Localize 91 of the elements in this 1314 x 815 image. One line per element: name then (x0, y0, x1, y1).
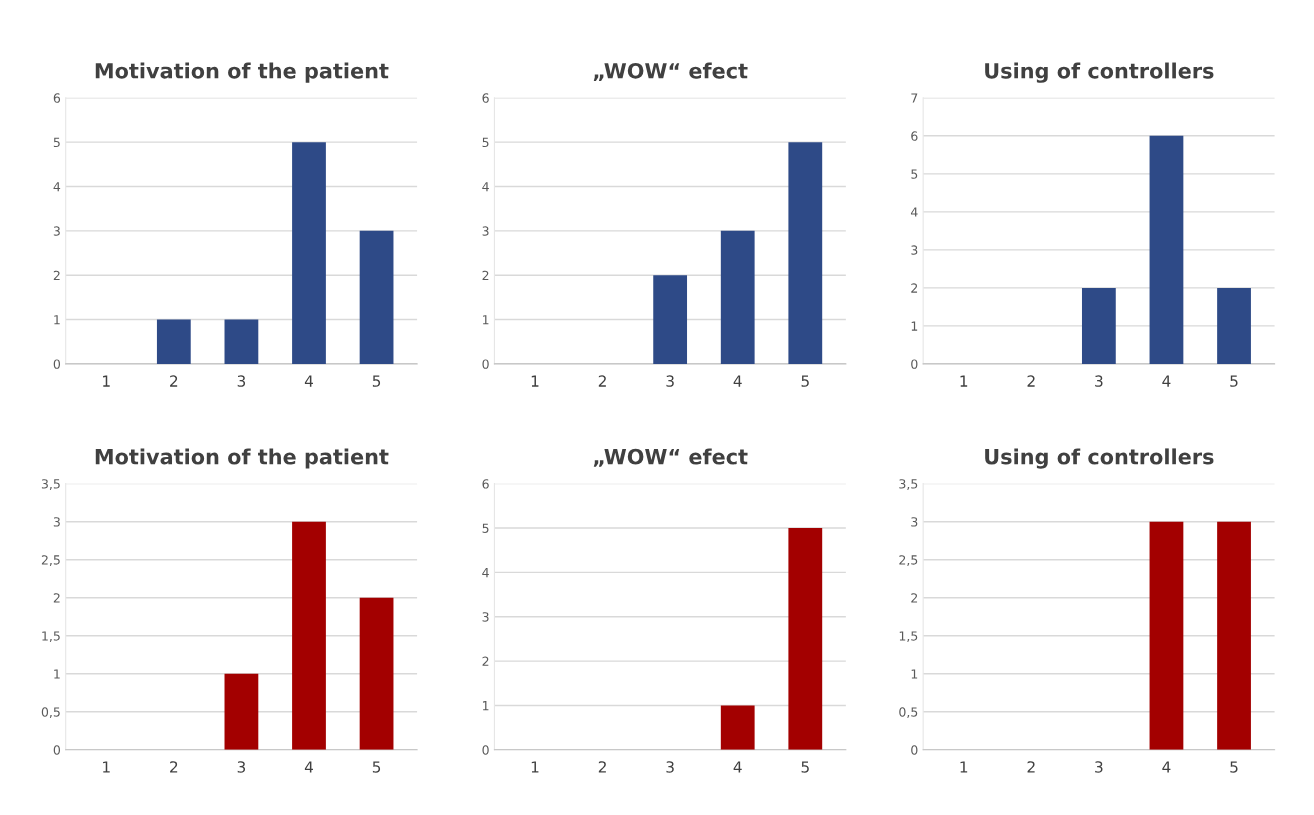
y-tick-label: 5 (482, 523, 489, 533)
y-tick-label: 2,5 (899, 555, 918, 566)
x-tick-label: 3 (666, 761, 674, 773)
bar (359, 597, 394, 750)
x-tick-label: 1 (960, 375, 968, 387)
y-tick-label: 2 (482, 656, 489, 666)
bar (224, 319, 259, 364)
chart-title: „WOW“ efect (593, 448, 748, 467)
y-tick-label: 0 (482, 745, 489, 755)
y-tick-label: 3 (53, 226, 60, 236)
x-tick-label: 4 (733, 375, 742, 387)
y-tick-label: 2 (911, 593, 918, 603)
x-tick-label: 2 (1027, 375, 1035, 387)
x-tick-label: 5 (372, 375, 381, 387)
y-tick-label: 0 (911, 359, 918, 369)
y-tick-label: 1 (482, 315, 489, 325)
x-tick-label: 2 (170, 375, 178, 387)
y-tick-label: 4 (482, 568, 489, 578)
y-tick-label: 4 (53, 182, 61, 192)
chart-title: Using of controllers (985, 448, 1214, 469)
bar (292, 142, 326, 364)
x-tick-label: 1 (531, 761, 539, 773)
y-tick-label: 0 (53, 745, 61, 755)
chart-title: Motivation of the patient (95, 62, 389, 83)
y-tick-label: 0 (911, 745, 918, 755)
bar (292, 521, 326, 750)
y-tick-label: 4 (910, 207, 918, 217)
y-tick-label: 5 (911, 169, 918, 179)
y-tick-label: 3,5 (899, 479, 918, 490)
x-tick-label: 2 (598, 761, 606, 773)
y-tick-label: 1 (911, 321, 918, 331)
y-tick-label: 3 (911, 517, 918, 527)
y-tick-label: 3 (482, 612, 489, 622)
x-tick-label: 4 (1162, 375, 1171, 387)
y-tick-label: 2 (53, 270, 60, 280)
x-tick-label: 4 (304, 375, 313, 387)
y-tick-label: 2 (911, 283, 918, 293)
y-tick-label: 0 (482, 359, 489, 369)
y-tick-label: 7 (911, 93, 918, 103)
x-tick-label: 5 (801, 761, 809, 773)
y-tick-label: 6 (482, 479, 489, 489)
x-tick-label: 4 (304, 761, 313, 773)
y-tick-label: 0,5 (899, 707, 918, 718)
bar (653, 275, 688, 364)
x-tick-label: 1 (531, 375, 539, 387)
y-tick-label: 2 (53, 593, 60, 603)
y-tick-label: 3 (911, 245, 918, 255)
y-tick-label: 3 (482, 226, 489, 236)
chart-title: Using of controllers (985, 62, 1214, 83)
bar (359, 230, 394, 364)
y-tick-label: 1 (54, 669, 60, 679)
y-tick-label: 6 (482, 93, 489, 103)
x-tick-label: 5 (801, 375, 809, 387)
x-tick-label: 2 (1027, 761, 1035, 773)
y-tick-label: 2 (482, 270, 489, 280)
x-tick-label: 1 (960, 761, 968, 773)
x-tick-label: 2 (170, 761, 178, 773)
x-tick-label: 4 (1162, 761, 1171, 773)
x-tick-label: 2 (598, 375, 606, 387)
y-tick-label: 5 (482, 137, 489, 148)
x-tick-label: 4 (733, 761, 742, 773)
y-tick-label: 5 (53, 137, 60, 148)
chart-title: „WOW“ efect (593, 62, 748, 81)
x-tick-label: 3 (1095, 761, 1103, 773)
bar (156, 319, 191, 364)
chart-title: Motivation of the patient (95, 448, 389, 469)
y-tick-label: 3 (53, 517, 60, 527)
y-tick-label: 4 (482, 182, 489, 192)
y-tick-label: 2,5 (41, 555, 60, 566)
x-tick-label: 3 (666, 375, 674, 387)
x-tick-label: 1 (103, 761, 110, 773)
x-tick-label: 3 (237, 375, 246, 387)
y-tick-label: 1,5 (42, 631, 60, 642)
y-tick-label: 1 (911, 669, 918, 679)
x-tick-label: 5 (372, 761, 381, 773)
x-tick-label: 5 (1230, 761, 1238, 773)
x-tick-label: 3 (237, 761, 246, 773)
bar (788, 142, 823, 364)
bar (224, 673, 259, 750)
y-tick-label: 3,5 (41, 479, 60, 490)
y-tick-label: 0,5 (41, 707, 60, 718)
y-tick-label: 6 (53, 93, 61, 103)
y-tick-label: 1 (482, 701, 489, 711)
x-tick-label: 3 (1095, 375, 1103, 387)
x-tick-label: 1 (103, 375, 110, 387)
y-tick-label: 1,5 (899, 631, 918, 642)
x-tick-label: 5 (1230, 375, 1238, 387)
y-tick-label: 1 (54, 315, 60, 325)
y-tick-label: 6 (911, 131, 918, 141)
y-tick-label: 0 (53, 359, 61, 369)
bar (720, 230, 755, 364)
